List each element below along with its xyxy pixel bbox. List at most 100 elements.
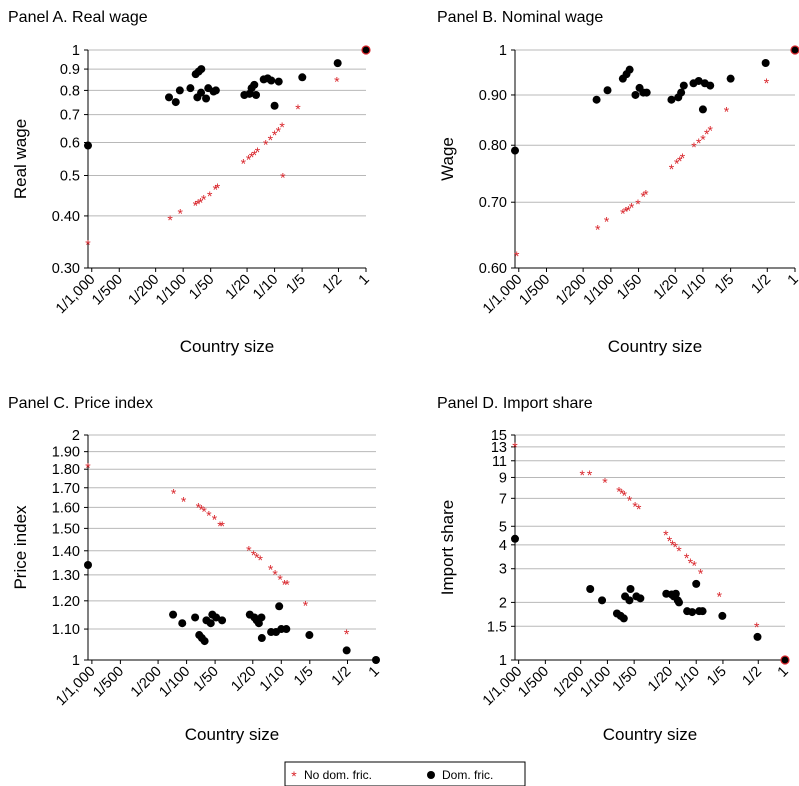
legend: * No dom. fric. Dom. fric. (284, 761, 526, 786)
data-point-no-dom-fric: * (201, 503, 207, 519)
data-point-no-dom-fric: * (284, 576, 290, 592)
data-point-dom-fric (257, 613, 266, 622)
data-point-dom-fric (688, 608, 697, 617)
y-tick-label: 9 (499, 470, 507, 486)
x-tick-label: 1 (775, 664, 792, 681)
x-tick-label: 1 (785, 272, 799, 289)
data-point-no-dom-fric: * (252, 147, 258, 163)
y-tick-label: 1.5 (487, 619, 507, 635)
data-point-no-dom-fric: * (255, 144, 261, 160)
data-point-dom-fric (677, 88, 686, 97)
data-point-dom-fric (726, 74, 735, 83)
data-point-dom-fric (619, 614, 628, 623)
x-tick-label: 1/5 (283, 272, 309, 298)
data-point-dom-fric (603, 86, 612, 95)
data-point-no-dom-fric: * (663, 527, 669, 543)
data-point-dom-fric (178, 619, 187, 628)
x-tick-label: 1/10 (257, 664, 288, 695)
x-tick-label: 1/5 (712, 272, 738, 298)
data-point-dom-fric (706, 81, 715, 90)
panel-1: Panel A. Real wage 0.30 0.40 0.5 0.6 0.7 0.8 0.… (8, 9, 373, 356)
data-point-no-dom-fric: * (641, 188, 647, 204)
data-point-dom-fric (781, 656, 789, 664)
data-point-no-dom-fric: * (206, 508, 212, 524)
y-tick-label: 7 (499, 491, 507, 507)
data-point-no-dom-fric: * (627, 492, 633, 508)
data-point-dom-fric (694, 76, 703, 85)
panel-3: Panel C. Price index 1 1.10 1.20 1.30 1.40 1.5… (8, 395, 383, 744)
data-point-no-dom-fric: * (688, 555, 694, 571)
data-point-no-dom-fric: * (636, 501, 642, 517)
y-tick-label: 2 (72, 428, 80, 444)
x-tick-label: 1/50 (191, 664, 222, 695)
data-point-no-dom-fric: * (303, 598, 309, 614)
series-nodom: ** * **** * *** **** * ******* (85, 73, 340, 252)
data-point-dom-fric (169, 610, 178, 619)
y-tick-label: 5 (499, 519, 507, 535)
data-point-no-dom-fric: * (258, 552, 264, 568)
data-point-no-dom-fric: * (167, 212, 173, 228)
x-tick-label: 1/2 (329, 664, 355, 690)
data-point-no-dom-fric: * (212, 512, 218, 528)
data-point-no-dom-fric: * (254, 549, 260, 565)
series-dom (84, 46, 370, 150)
y-tick-label: 1.90 (52, 445, 80, 461)
data-point-dom-fric (197, 65, 206, 74)
x-tick-label: 1/2 (320, 272, 346, 298)
x-tick-label: 1/2 (740, 664, 766, 690)
x-tick-label: 1/10 (678, 272, 709, 303)
data-point-no-dom-fric: * (622, 488, 628, 504)
data-point-dom-fric (84, 141, 92, 150)
data-point-no-dom-fric: * (700, 131, 706, 147)
data-point-no-dom-fric: * (249, 149, 255, 165)
x-tick-label: 1 (356, 272, 373, 289)
data-point-no-dom-fric: * (85, 237, 91, 253)
data-point-no-dom-fric: * (295, 101, 301, 117)
data-point-no-dom-fric: * (692, 557, 698, 573)
data-point-no-dom-fric: * (620, 205, 626, 221)
legend-box (284, 761, 526, 786)
data-point-no-dom-fric: * (696, 135, 702, 151)
data-point-no-dom-fric: * (268, 132, 274, 148)
data-point-dom-fric (791, 46, 799, 54)
y-tick-label: 0.7 (60, 108, 80, 124)
x-tick-label: 1/20 (651, 272, 682, 303)
data-point-no-dom-fric: * (512, 439, 518, 455)
data-point-no-dom-fric: * (201, 191, 207, 207)
y-tick-label: 1 (72, 43, 80, 59)
data-point-dom-fric (586, 585, 595, 594)
x-tick-label: 1/500 (89, 272, 126, 309)
data-point-dom-fric (333, 59, 342, 68)
data-point-dom-fric (186, 84, 195, 93)
data-point-dom-fric (675, 598, 684, 607)
data-point-no-dom-fric: * (676, 543, 682, 559)
y-tick-label: 0.70 (479, 195, 507, 211)
series-dom (84, 560, 380, 664)
data-point-no-dom-fric: * (724, 103, 730, 119)
data-point-no-dom-fric: * (241, 156, 247, 172)
data-point-dom-fric (592, 95, 601, 104)
x-tick-label: 1/50 (186, 272, 217, 303)
data-point-dom-fric (642, 88, 651, 97)
y-tick-label: 1.80 (52, 462, 80, 478)
data-point-dom-fric (218, 616, 227, 625)
legend-label-no-dom-fric: No dom. fric. (304, 768, 372, 782)
data-point-no-dom-fric: * (595, 221, 601, 237)
data-point-no-dom-fric: * (272, 127, 278, 143)
data-point-dom-fric (298, 73, 307, 82)
data-point-no-dom-fric: * (691, 139, 697, 155)
data-point-dom-fric (692, 579, 701, 588)
x-tick-label: 1/20 (223, 272, 254, 303)
data-point-no-dom-fric: * (193, 198, 199, 214)
y-axis-title: Import share (438, 500, 457, 595)
y-tick-label: 0.30 (52, 261, 80, 277)
data-point-no-dom-fric: * (680, 150, 686, 166)
x-axis-title: Country size (608, 337, 702, 356)
legend-marker-no-dom-fric: * (291, 768, 297, 784)
data-point-no-dom-fric: * (181, 493, 187, 509)
data-point-no-dom-fric: * (643, 187, 649, 203)
data-point-dom-fric (211, 86, 220, 95)
data-point-dom-fric (753, 632, 762, 641)
data-point-no-dom-fric: * (263, 136, 269, 152)
